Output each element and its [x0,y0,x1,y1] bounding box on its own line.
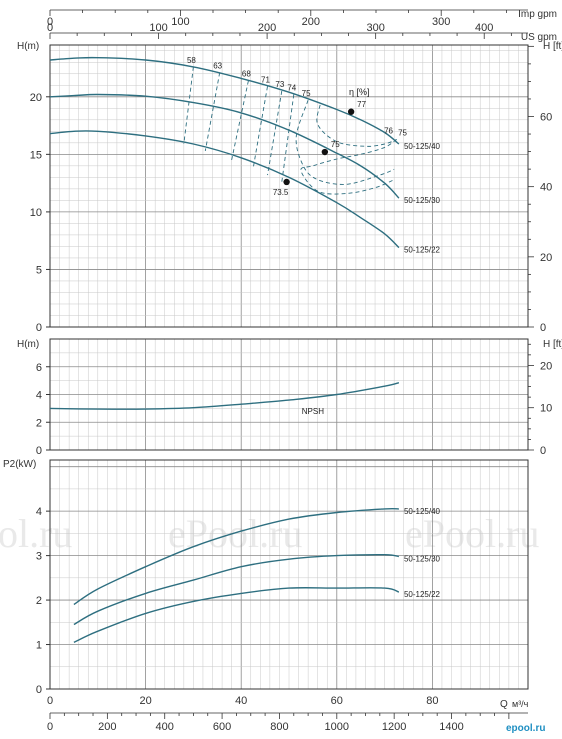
efficiency-label-75: 75 [398,128,407,137]
efficiency-label-73: 73 [275,80,284,89]
npsh-series-label: NPSH [302,407,324,416]
efficiency-label-58: 58 [187,56,196,65]
head-ytick-label: 0 [36,322,42,334]
l-min-tick-label: 1000 [325,721,349,733]
us-gpm-axis-label: US gpm [521,32,557,43]
npsh-ytick-label: 2 [36,417,42,429]
l-min-tick-label: 200 [98,721,116,733]
head-frame [49,44,529,328]
power-series-label: 50-125/30 [404,554,441,563]
imp-gpm-tick-label: 300 [432,16,450,28]
head-ylabel-right: H [ft] [543,41,562,52]
l-min-tick-label: 400 [156,721,174,733]
power-curve-50-125/22 [73,587,400,643]
npsh-ytick-label: 4 [36,390,42,402]
efficiency-curve-73 [267,90,283,176]
npsh-ytick-label: 0 [36,445,42,457]
best-efficiency-point-label: 75 [331,140,340,149]
l-min-tick-label: 1400 [439,721,463,733]
q-tick-label: 40 [235,695,247,707]
imp-gpm-tick-label: 200 [302,16,320,28]
q-axis-label: Q [500,699,508,710]
npsh-ylabel: H(m) [17,339,39,350]
power-ytick-label: 1 [36,640,42,652]
us-gpm-tick-label: 200 [258,22,276,34]
head-ft-tick-label: 0 [540,322,546,334]
power-ylabel: P2(kW) [3,459,36,470]
npsh-ylabel-right-text: H [ft] [543,339,562,350]
best-efficiency-point-label: 77 [357,100,366,109]
npsh-ft-tick-label: 20 [540,360,552,372]
power-ytick-label: 2 [36,595,42,607]
head-ytick-label: 20 [30,92,42,104]
best-efficiency-point [321,148,329,156]
head-ytick-label: 5 [36,264,42,276]
l-min-tick-label: 0 [47,721,53,733]
efficiency-label-71: 71 [261,75,270,84]
head-ytick-label: 15 [30,149,42,161]
power-series-label: 50-125/40 [404,507,441,516]
power-ytick-label: 4 [36,506,42,518]
head-ylabel-right-text: H [ft] [543,41,562,52]
head-curve-50-125/30 [49,93,400,199]
l-min-tick-label: 1200 [382,721,406,733]
q-axis-unit: м³/ч [512,699,529,709]
q-tick-label: 60 [331,695,343,707]
efficiency-curve-58 [183,66,194,145]
efficiency-label-63: 63 [213,62,222,71]
head-curve-50-125/22 [49,130,400,249]
npsh-ft-tick-label: 10 [540,403,552,415]
head-ylabel: H(m) [17,41,39,52]
head-ft-tick-label: 20 [540,252,552,264]
efficiency-curve-71 [252,86,268,169]
imp-gpm-tick-label: 100 [171,16,189,28]
brand-logo: epool.ru [506,723,545,734]
efficiency-label: η [%] [349,87,370,97]
power-curve-50-125/40 [73,507,399,606]
best-efficiency-point [347,108,355,115]
efficiency-curve-74 [281,94,295,183]
efficiency-label-75: 75 [302,89,311,98]
us-gpm-tick-label: 100 [149,22,167,34]
npsh-ft-tick-label: 0 [540,445,546,457]
power-curve-50-125/30 [73,553,400,626]
q-tick-label: 0 [47,695,53,707]
efficiency-label-76: 76 [384,126,393,135]
head-series-label: 50-125/30 [404,196,441,205]
head-ft-tick-label: 40 [540,182,552,194]
power-ytick-label: 0 [36,684,42,696]
npsh-curve-NPSH [49,382,400,410]
efficiency-curve-68 [231,80,249,161]
head-curve-50-125/40 [49,56,400,145]
head-ytick-label: 10 [30,207,42,219]
imp-gpm-axis-label: Imp gpm [518,9,557,20]
head-series-label: 50-125/40 [404,142,441,151]
npsh-ylabel-right: H [ft] [543,339,562,350]
power-series-label: 50-125/22 [404,590,441,599]
us-gpm-tick-label: 0 [47,22,53,34]
efficiency-curve-75 [300,139,397,195]
us-gpm-tick-label: 300 [366,22,384,34]
q-tick-label: 80 [426,695,438,707]
efficiency-label-74: 74 [287,83,296,92]
head-ft-tick-label: 60 [540,112,552,124]
efficiency-label-68: 68 [242,70,251,79]
power-ytick-label: 3 [36,551,42,563]
q-tick-label: 20 [139,695,151,707]
l-min-tick-label: 800 [270,721,288,733]
l-min-tick-label: 600 [213,721,231,733]
power-frame [49,459,529,690]
us-gpm-tick-label: 400 [475,22,493,34]
head-series-label: 50-125/22 [404,246,441,255]
best-efficiency-point-label: 73.5 [273,188,289,197]
efficiency-curve-75 [295,100,395,185]
npsh-ytick-label: 6 [36,362,42,374]
best-efficiency-point [283,178,290,186]
imp-gpm-tick-label: 0 [47,16,53,28]
